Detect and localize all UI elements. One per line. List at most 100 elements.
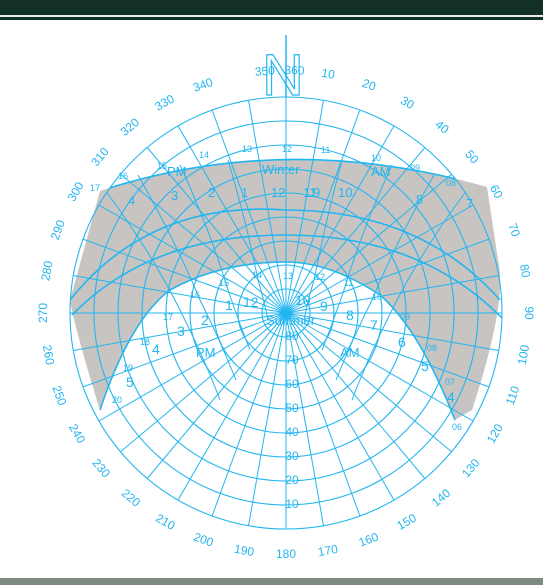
azimuth-label: 290	[48, 218, 68, 242]
sun-path-arcs	[70, 158, 502, 421]
azimuth-label: 350	[254, 63, 275, 79]
hour-line	[351, 189, 468, 401]
summer-clock-label: 09	[400, 312, 410, 322]
hour-line	[104, 189, 221, 401]
altitude-label: 40	[285, 425, 299, 439]
winter-hour-label: 2	[208, 185, 215, 200]
summer-clock-label: 19	[123, 363, 133, 373]
hour-line	[303, 159, 343, 321]
azimuth-label: 190	[233, 542, 255, 559]
winter-clock-label: 10	[371, 153, 381, 163]
azimuth-spoke	[285, 312, 395, 501]
summer-clock-label: 16	[190, 290, 200, 300]
summer-clock-label: 13	[283, 271, 293, 281]
summer-clock-label: 15	[219, 278, 229, 288]
azimuth-label: 260	[40, 344, 57, 366]
winter-clock-label: 15	[157, 161, 167, 171]
summer-hour-label: 8	[346, 307, 354, 323]
top-bar-divider	[0, 15, 543, 17]
altitude-label: 80	[285, 329, 299, 343]
top-bar	[0, 0, 543, 20]
azimuth-label: 300	[65, 179, 87, 204]
azimuth-spoke	[285, 312, 324, 526]
summer-hour-label: 4	[447, 389, 455, 405]
summer-hour-label: 10	[295, 292, 311, 308]
summer-clock-label: 20	[112, 395, 122, 405]
equinox-arc	[70, 208, 501, 301]
summer-clock-label: 14	[252, 270, 262, 280]
azimuth-label: 270	[36, 303, 50, 323]
azimuth-label: 280	[38, 259, 55, 281]
summer-clock-label: 12	[315, 272, 325, 282]
winter-hour-label: 4	[128, 193, 135, 208]
azimuth-label: 60	[487, 182, 506, 201]
azimuth-spoke	[146, 312, 287, 479]
summer-hour-label: 6	[398, 334, 406, 350]
altitude-label: 50	[285, 401, 299, 415]
azimuth-spoke	[120, 312, 287, 453]
winter-path-labels: Winter AM PM 9 10 11 12 1 2 3 4 7 8 08 0…	[90, 144, 473, 211]
summer-hour-label: 5	[126, 374, 134, 390]
altitude-label: 60	[285, 377, 299, 391]
azimuth-label: 180	[276, 547, 296, 561]
azimuth-label: 10	[320, 66, 336, 82]
winter-clock-label: 08	[446, 178, 456, 188]
azimuth-spoke	[285, 147, 426, 314]
azimuth-spoke	[285, 125, 395, 314]
azimuth-spoke	[285, 312, 452, 453]
summer-label: Summer	[266, 313, 316, 328]
azimuth-label: 80	[517, 263, 533, 279]
north-marker: N	[261, 35, 304, 109]
summer-clock-label: 10	[372, 292, 382, 302]
summer-hour-label: 1	[225, 297, 233, 313]
azimuth-label: 30	[398, 93, 417, 112]
azimuth-label: 250	[49, 384, 69, 408]
azimuth-label: 160	[357, 530, 381, 550]
azimuth-label: 110	[503, 384, 523, 407]
azimuth-label: 40	[433, 117, 452, 137]
summer-path-labels: Summer AM PM 10 9 8 7 6 5 4 12 1 2 3 4 5…	[112, 270, 462, 432]
summer-pm-label: PM	[196, 345, 216, 360]
summer-hour-label: 3	[177, 323, 185, 339]
azimuth-label: 100	[515, 343, 532, 365]
winter-hour-label: 12	[271, 185, 285, 200]
summer-clock-label: 18	[140, 337, 150, 347]
azimuth-spoke	[146, 147, 287, 314]
azimuth-spoke	[248, 312, 287, 526]
summer-am-label: AM	[340, 345, 360, 360]
azimuth-spokes	[70, 97, 502, 529]
hour-lines	[104, 156, 468, 401]
winter-clock-label: 17	[90, 183, 100, 193]
azimuth-label: 170	[317, 542, 339, 559]
azimuth-label: 230	[89, 456, 113, 481]
azimuth-spoke	[177, 125, 287, 314]
azimuth-spoke	[285, 312, 499, 351]
summer-clock-label: 17	[163, 312, 173, 322]
summer-clock-label: 08	[427, 343, 437, 353]
hour-line	[335, 174, 435, 381]
north-label: N	[262, 43, 304, 108]
azimuth-label: 310	[88, 144, 112, 169]
hour-line	[179, 164, 251, 351]
azimuth-spoke	[285, 312, 490, 388]
azimuth-label: 150	[394, 511, 419, 533]
winter-hour-label: 10	[338, 185, 352, 200]
azimuth-spoke	[211, 312, 287, 517]
azimuth-spoke	[82, 238, 287, 314]
azimuth-label: 340	[191, 75, 215, 95]
altitude-label: 20	[285, 473, 299, 487]
azimuth-spoke	[177, 312, 287, 501]
winter-am-label: AM	[371, 164, 391, 179]
altitude-label: 30	[285, 449, 299, 463]
winter-clock-label: 11	[321, 145, 330, 155]
azimuth-spoke	[285, 312, 474, 422]
azimuth-spoke	[285, 204, 474, 314]
azimuth-label: 70	[505, 221, 523, 239]
summer-hour-label: 12	[243, 294, 259, 310]
altitude-label: 10	[285, 497, 299, 511]
shaded-solar-band	[70, 159, 501, 420]
azimuth-spoke	[98, 204, 287, 314]
azimuth-label: 240	[66, 421, 88, 446]
winter-clock-label: 16	[118, 171, 128, 181]
summer-hour-label: 5	[421, 358, 429, 374]
